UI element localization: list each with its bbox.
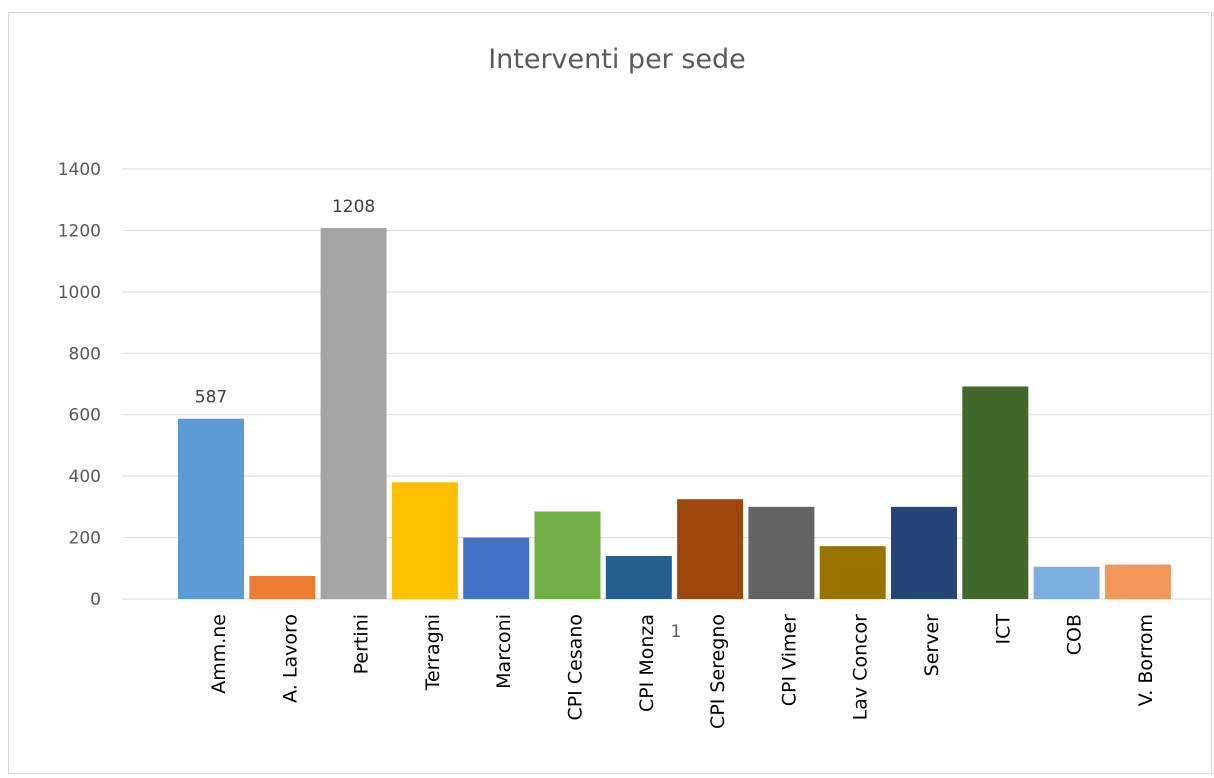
- category-label: Marconi: [493, 614, 515, 689]
- y-axis-ticks: 0 200 400 600 800 1000 1200 1400: [58, 160, 101, 610]
- bar: [249, 575, 316, 599]
- y-tick-label: 0: [90, 590, 101, 610]
- bars: [178, 227, 1171, 599]
- bar: [819, 546, 886, 599]
- bar: [677, 499, 744, 599]
- bar: [962, 386, 1029, 599]
- y-tick-label: 600: [69, 406, 101, 426]
- category-label: Server: [921, 614, 943, 676]
- y-tick-label: 400: [69, 467, 101, 487]
- category-label: CPI Seregno: [707, 614, 729, 729]
- chart-title: Interventi per sede: [488, 44, 746, 75]
- category-label: Amm.ne: [208, 614, 230, 694]
- category-label: ICT: [992, 614, 1014, 645]
- y-tick-label: 1400: [58, 160, 101, 180]
- y-tick-label: 1000: [58, 283, 101, 303]
- bar: [1104, 564, 1171, 599]
- category-label: CPI Cesano: [565, 614, 587, 721]
- category-label: CPI Vimer: [778, 614, 800, 706]
- bar: [748, 506, 815, 599]
- category-labels: Amm.ne A. Lavoro Pertini Terragni Marconi CPI…: [208, 614, 1157, 729]
- gridlines: [122, 168, 1212, 600]
- category-label: A. Lavoro: [279, 614, 301, 703]
- legend-entry: 1: [671, 622, 682, 642]
- category-label: Terragni: [422, 614, 444, 691]
- data-label: 1208: [332, 197, 375, 217]
- data-label: 587: [195, 388, 227, 408]
- bar: [320, 227, 387, 599]
- bar: [1033, 566, 1100, 599]
- y-tick-label: 800: [69, 344, 101, 364]
- bar: [391, 482, 458, 599]
- y-tick-label: 200: [69, 529, 101, 549]
- bar: [891, 506, 957, 599]
- category-label: CPI Monza: [636, 614, 658, 712]
- bar: [534, 511, 601, 599]
- category-label: COB: [1064, 614, 1086, 655]
- category-label: Lav Concor: [850, 614, 872, 721]
- category-label: Pertini: [351, 614, 373, 674]
- data-labels: 587 1208: [195, 197, 375, 408]
- bar: [178, 418, 244, 599]
- bar: [605, 556, 672, 599]
- bar: [463, 537, 530, 599]
- category-label: V. Borrom: [1135, 614, 1157, 706]
- y-tick-label: 1200: [58, 221, 101, 241]
